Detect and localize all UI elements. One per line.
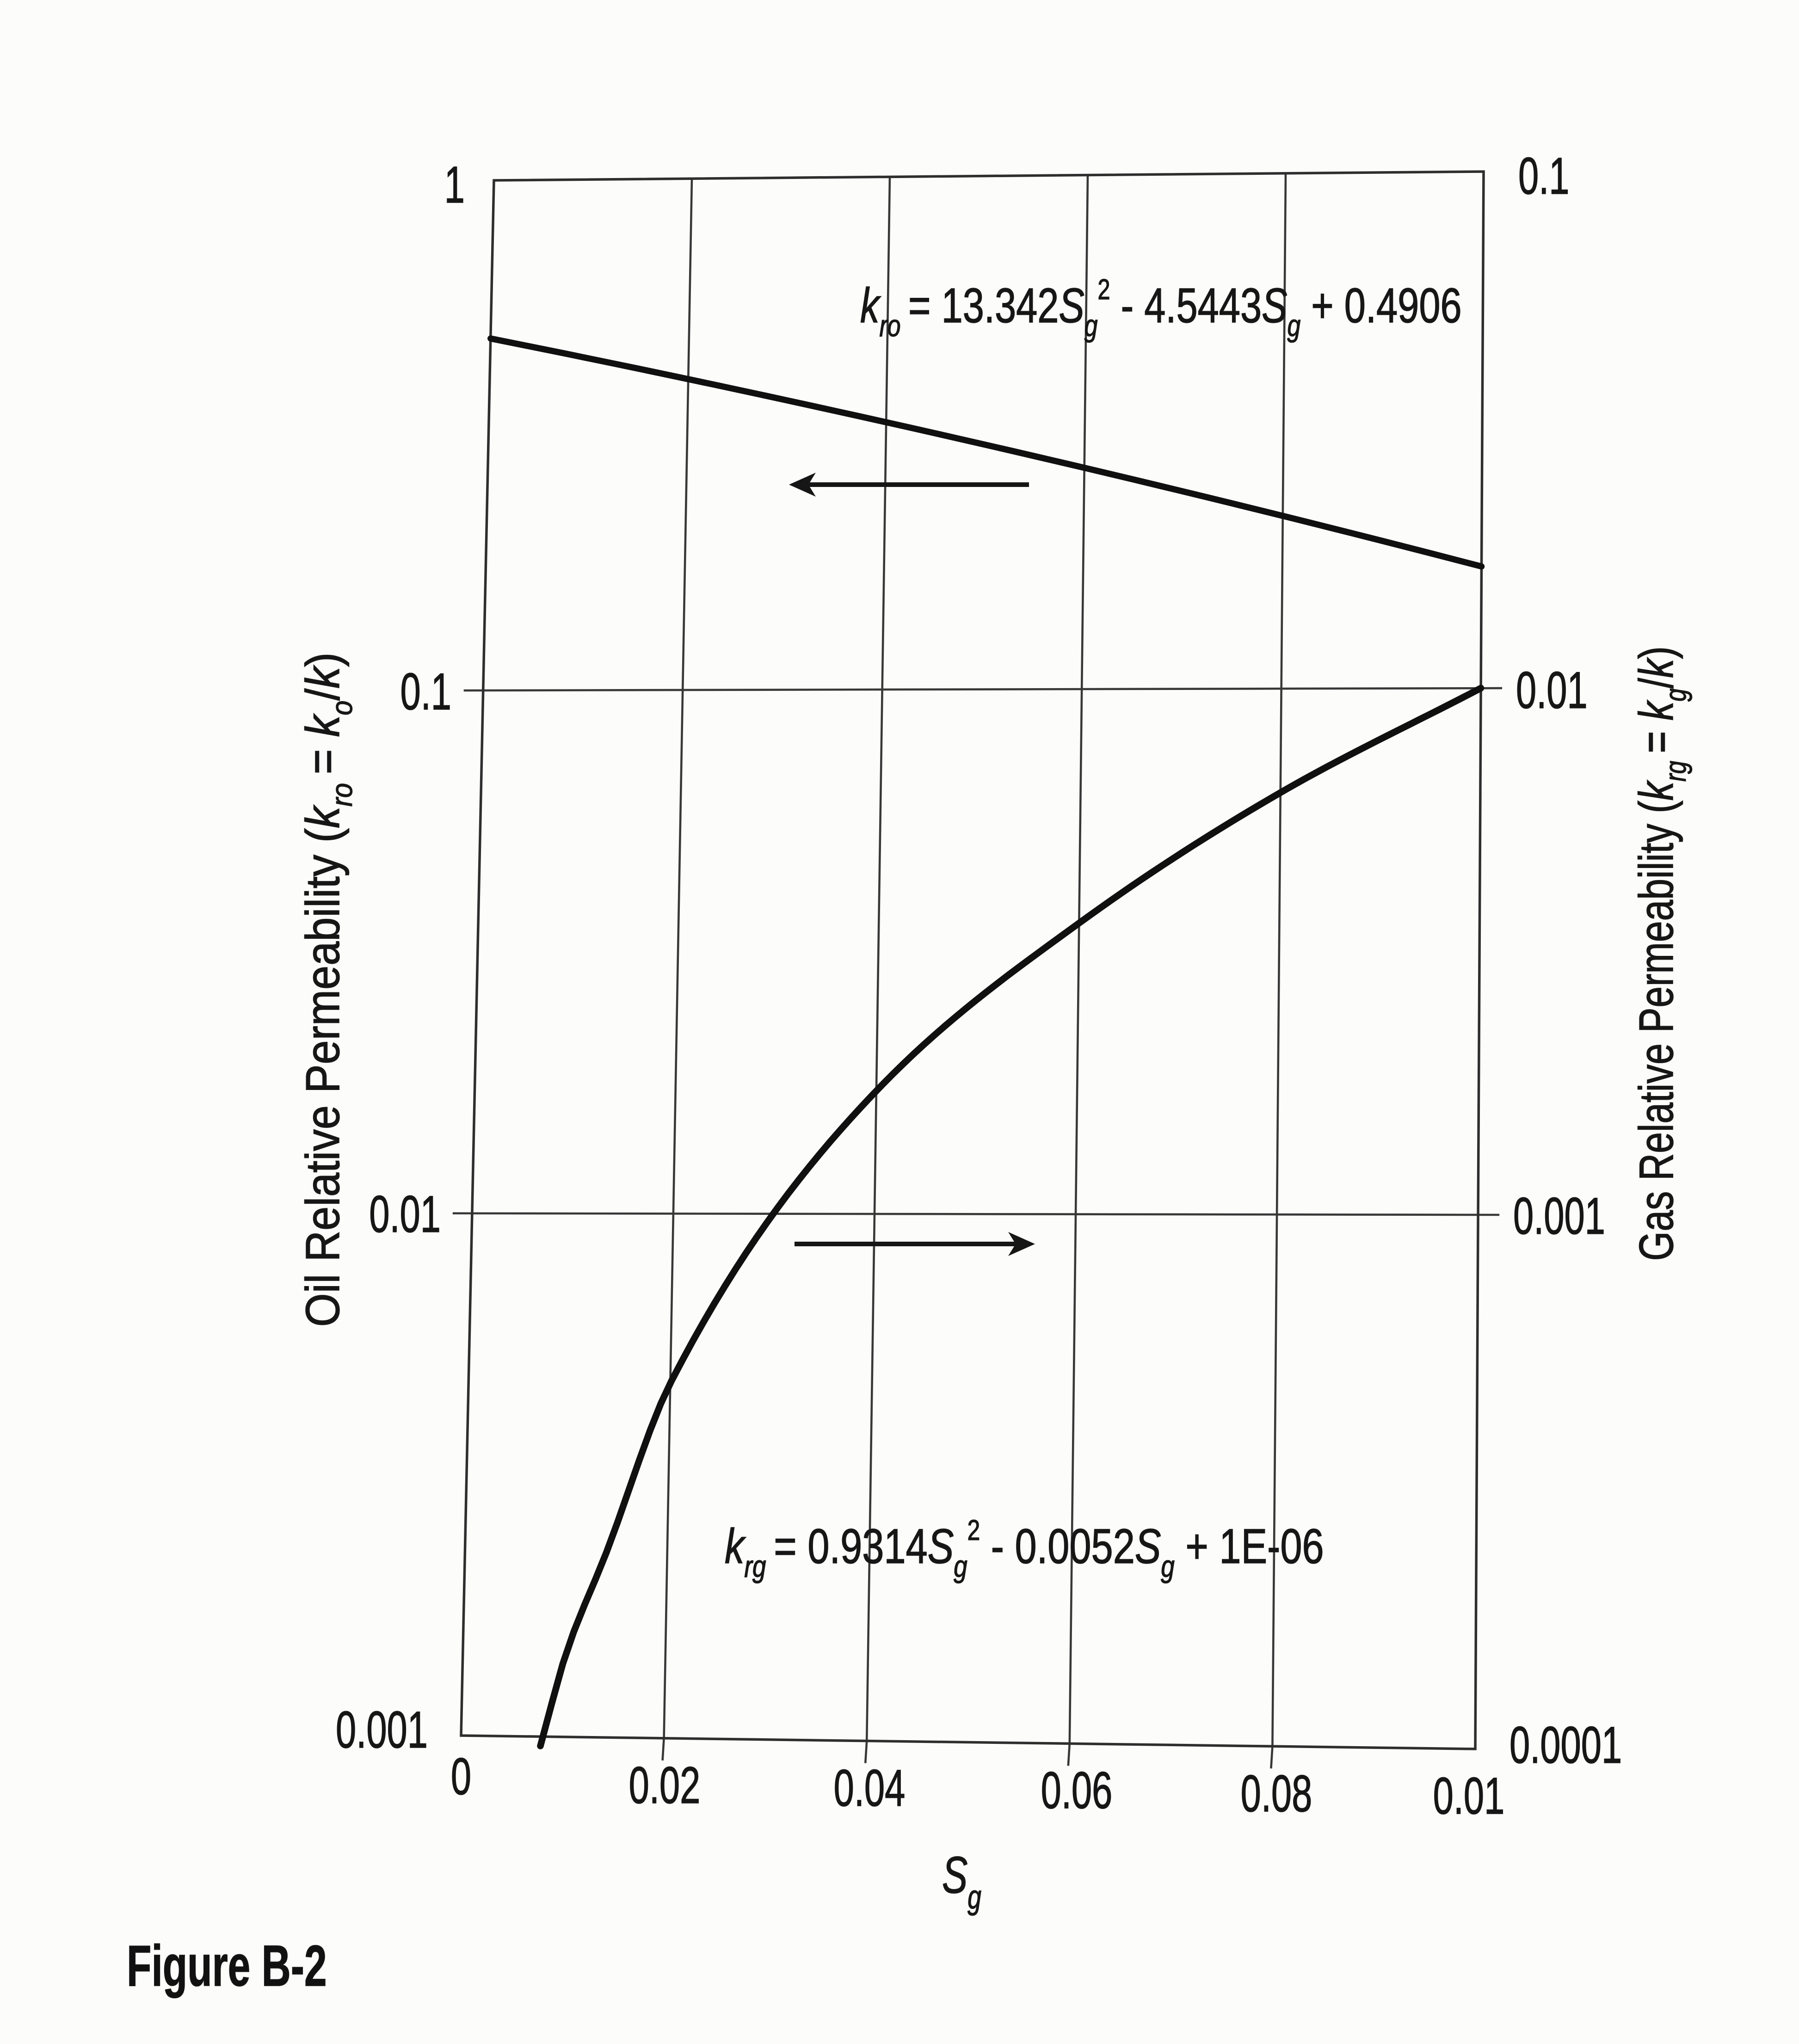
svg-text:0.02: 0.02 xyxy=(629,1756,701,1815)
svg-text:0.001: 0.001 xyxy=(1513,1187,1605,1245)
svg-text:0.1: 0.1 xyxy=(400,663,451,721)
svg-text:0.01: 0.01 xyxy=(1516,661,1588,720)
svg-text:kro = 13.342Sg2 - 4.5443Sg + 0: kro = 13.342Sg2 - 4.5443Sg + 0.4906 xyxy=(860,273,1462,343)
svg-text:Oil Relative Permeability (kro: Oil Relative Permeability (kro = ko/k) xyxy=(296,653,358,1327)
svg-text:0.06: 0.06 xyxy=(1041,1761,1113,1820)
svg-text:0.04: 0.04 xyxy=(834,1759,906,1817)
svg-text:0.08: 0.08 xyxy=(1241,1765,1312,1823)
svg-text:Gas Relative Permeability (krg: Gas Relative Permeability (krg = kg/k) xyxy=(1629,646,1693,1261)
svg-text:0.1: 0.1 xyxy=(1518,147,1570,205)
svg-text:1: 1 xyxy=(444,156,465,214)
svg-text:0.01: 0.01 xyxy=(1433,1767,1505,1825)
svg-text:0.0001: 0.0001 xyxy=(1509,1716,1622,1774)
svg-text:0.01: 0.01 xyxy=(369,1185,441,1244)
svg-text:0.001: 0.001 xyxy=(336,1701,428,1759)
svg-text:Sg: Sg xyxy=(942,1846,981,1916)
svg-text:krg = 0.9314Sg2 - 0.0052Sg + 1: krg = 0.9314Sg2 - 0.0052Sg + 1E-06 xyxy=(725,1514,1324,1584)
svg-text:Figure B-2: Figure B-2 xyxy=(127,1933,327,1998)
svg-text:0: 0 xyxy=(451,1748,471,1806)
